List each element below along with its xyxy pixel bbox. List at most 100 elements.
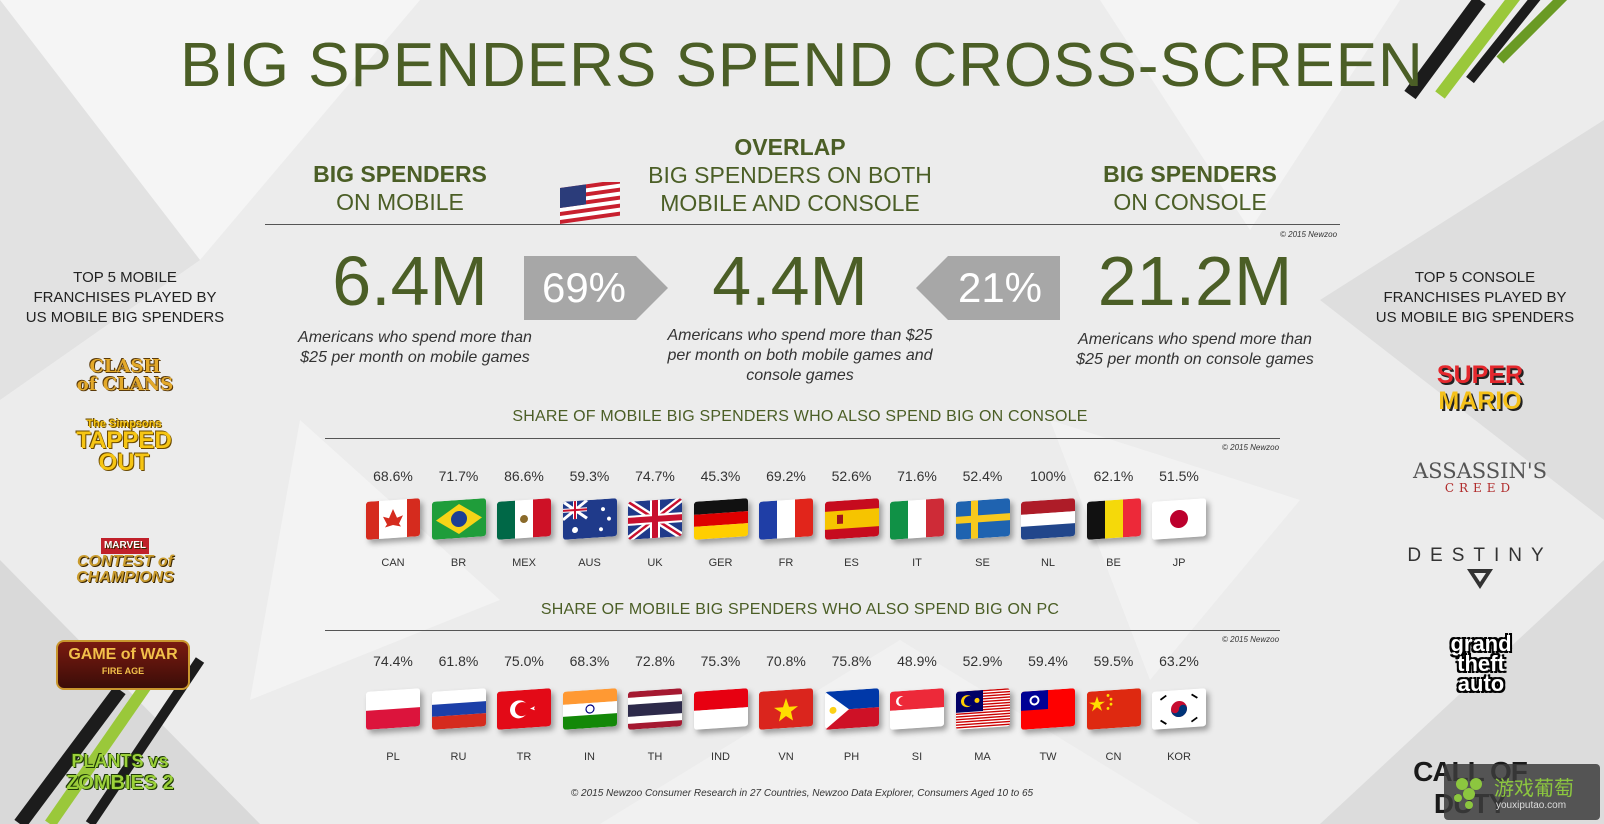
pvz-logo-line1: PLANTS vs	[71, 751, 169, 771]
destiny-logo-text: DESTINY	[1407, 545, 1553, 566]
country-pct-vn: 70.8%	[766, 653, 806, 669]
country-code-aus: AUS	[578, 557, 601, 569]
country-code-can: CAN	[381, 557, 405, 569]
pc-section-title: SHARE OF MOBILE BIG SPENDERS WHO ALSO SP…	[540, 601, 1060, 618]
country-pct-be: 62.1%	[1093, 468, 1134, 484]
mobile-desc: Americans who spend more than $25 per mo…	[270, 328, 560, 368]
country-code-br: BR	[450, 557, 467, 569]
country-code-se: SE	[975, 557, 990, 569]
copyright-pc: © 2015 Newzoo	[1222, 635, 1280, 644]
overlap-header-line3: MOBILE AND CONSOLE	[660, 190, 920, 216]
overlap-header-line2: BIG SPENDERS ON BOTH	[648, 162, 932, 188]
country-pct-br: 71.7%	[438, 468, 479, 484]
mobile-header-reg: ON MOBILE	[336, 189, 464, 215]
simpsons-logo-line1: The Simpsons	[86, 418, 162, 430]
simpsons-tapped-out-logo: The Simpsons TAPPED OUT	[64, 418, 184, 476]
overlap-desc-line1: Americans who spend more than $25	[667, 327, 933, 344]
italy-flag-icon	[890, 498, 944, 540]
country-pct-nl: 100%	[1030, 468, 1066, 484]
destiny-logo: DESTINY	[1390, 545, 1570, 597]
country-pct-tw: 59.4%	[1028, 653, 1068, 669]
country-pct-mex: 86.6%	[504, 468, 544, 484]
country-pct-jp: 51.5%	[1159, 468, 1199, 484]
country-pct-tr: 75.0%	[504, 653, 544, 669]
right-panel-title-line1: TOP 5 CONSOLE	[1414, 269, 1536, 286]
gta-logo-line2: theft	[1457, 651, 1505, 676]
mario-logo-line1: SUPER	[1436, 361, 1524, 389]
assassins-creed-logo: ASSASSIN'S CREED	[1400, 460, 1560, 494]
country-pct-ind: 75.3%	[700, 653, 741, 669]
pvz-logo-line2: ZOMBIES 2	[66, 772, 174, 794]
pc-section-rule	[325, 630, 1280, 631]
console-desc-line1: Americans who spend more than	[1078, 331, 1312, 348]
country-code-cn: CN	[1105, 751, 1122, 763]
clash-logo-line1: CLASH	[89, 356, 161, 377]
mario-logo-line2: MARIO	[1438, 387, 1522, 415]
country-code-tw: TW	[1039, 751, 1057, 763]
uk-flag-icon	[628, 498, 682, 540]
country-code-fr: FR	[778, 557, 794, 569]
country-code-vn: VN	[778, 751, 794, 763]
country-code-nl: NL	[1040, 557, 1056, 569]
header-rule	[265, 224, 1340, 225]
country-pct-ru: 61.8%	[438, 653, 479, 669]
overlap-desc-line2: per month on both mobile games and	[667, 347, 933, 364]
simpsons-logo-line2: TAPPED	[76, 427, 172, 454]
console-header-bold: BIG SPENDERS	[1103, 161, 1277, 187]
simpsons-logo-line3: OUT	[98, 449, 150, 476]
overlap-desc: Americans who spend more than $25 per mo…	[640, 326, 960, 386]
clash-of-clans-logo: CLASH of CLANS	[60, 358, 190, 394]
country-pct-in: 68.3%	[569, 653, 610, 669]
stripes-top-right	[1404, 0, 1568, 100]
country-pct-es: 52.6%	[831, 468, 872, 484]
left-panel-title-line1: TOP 5 MOBILE	[73, 269, 177, 286]
country-code-ru: RU	[450, 751, 467, 763]
overlap-header: OVERLAP BIG SPENDERS ON BOTH MOBILE AND …	[600, 133, 980, 217]
left-panel-title: TOP 5 MOBILE FRANCHISES PLAYED BY US MOB…	[10, 268, 240, 328]
country-code-it: IT	[912, 557, 922, 569]
country-pct-aus: 59.3%	[569, 468, 610, 484]
left-panel-title-line2: FRANCHISES PLAYED BY	[33, 289, 217, 306]
country-pct-pl: 74.4%	[373, 653, 413, 669]
watermark-cn: 游戏葡萄	[1494, 776, 1574, 800]
destiny-emblem-icon	[1467, 569, 1493, 589]
console-section-rule	[325, 438, 1280, 439]
console-section-title: SHARE OF MOBILE BIG SPENDERS WHO ALSO SP…	[512, 408, 1088, 425]
country-code-ger: GER	[708, 557, 733, 569]
watermark-url: youxiputao.com	[1496, 800, 1567, 811]
mobile-desc-line2: $25 per month on mobile games	[300, 349, 530, 366]
malaysia-flag-icon	[955, 688, 1010, 730]
super-mario-logo: SUPER MARIO	[1420, 362, 1540, 414]
page-title: BIG SPENDERS SPEND CROSS-SCREEN	[180, 31, 1424, 100]
right-panel-title-line2: FRANCHISES PLAYED BY	[1383, 289, 1567, 306]
overlap-desc-line3: console games	[746, 367, 854, 384]
arrow-right-shape	[524, 256, 668, 320]
console-header: BIG SPENDERS ON CONSOLE	[1060, 160, 1320, 216]
country-code-in: IN	[584, 751, 595, 763]
country-pct-se: 52.4%	[962, 468, 1003, 484]
china-flag-icon	[1086, 688, 1141, 730]
contest-logo-line1: MARVEL	[100, 538, 150, 554]
poland-flag-icon	[366, 688, 420, 730]
country-code-ma: MA	[974, 751, 991, 763]
vietnam-flag-icon	[759, 688, 813, 730]
country-pct-it: 71.6%	[897, 468, 937, 484]
console-desc: Americans who spend more than $25 per mo…	[1050, 330, 1340, 370]
thailand-flag-icon	[628, 688, 682, 730]
contest-of-champions-logo: MARVEL CONTEST of CHAMPIONS	[40, 536, 210, 586]
indonesia-flag-icon	[693, 688, 748, 730]
country-code-uk: UK	[647, 557, 663, 569]
country-pct-can: 68.6%	[373, 468, 413, 484]
turkey-flag-icon	[497, 688, 551, 730]
country-pct-uk: 74.7%	[635, 468, 675, 484]
sweden-flag-icon	[955, 498, 1010, 540]
country-code-ind: IND	[711, 751, 730, 763]
country-code-si: SI	[911, 751, 923, 763]
console-value: 21.2M	[1097, 242, 1293, 320]
belgium-flag-icon	[1086, 498, 1141, 540]
country-pct-th: 72.8%	[635, 653, 675, 669]
right-panel-title-line3: US MOBILE BIG SPENDERS	[1375, 309, 1575, 326]
clash-logo-line2: of CLANS	[76, 374, 174, 395]
india-flag-icon	[562, 688, 617, 730]
